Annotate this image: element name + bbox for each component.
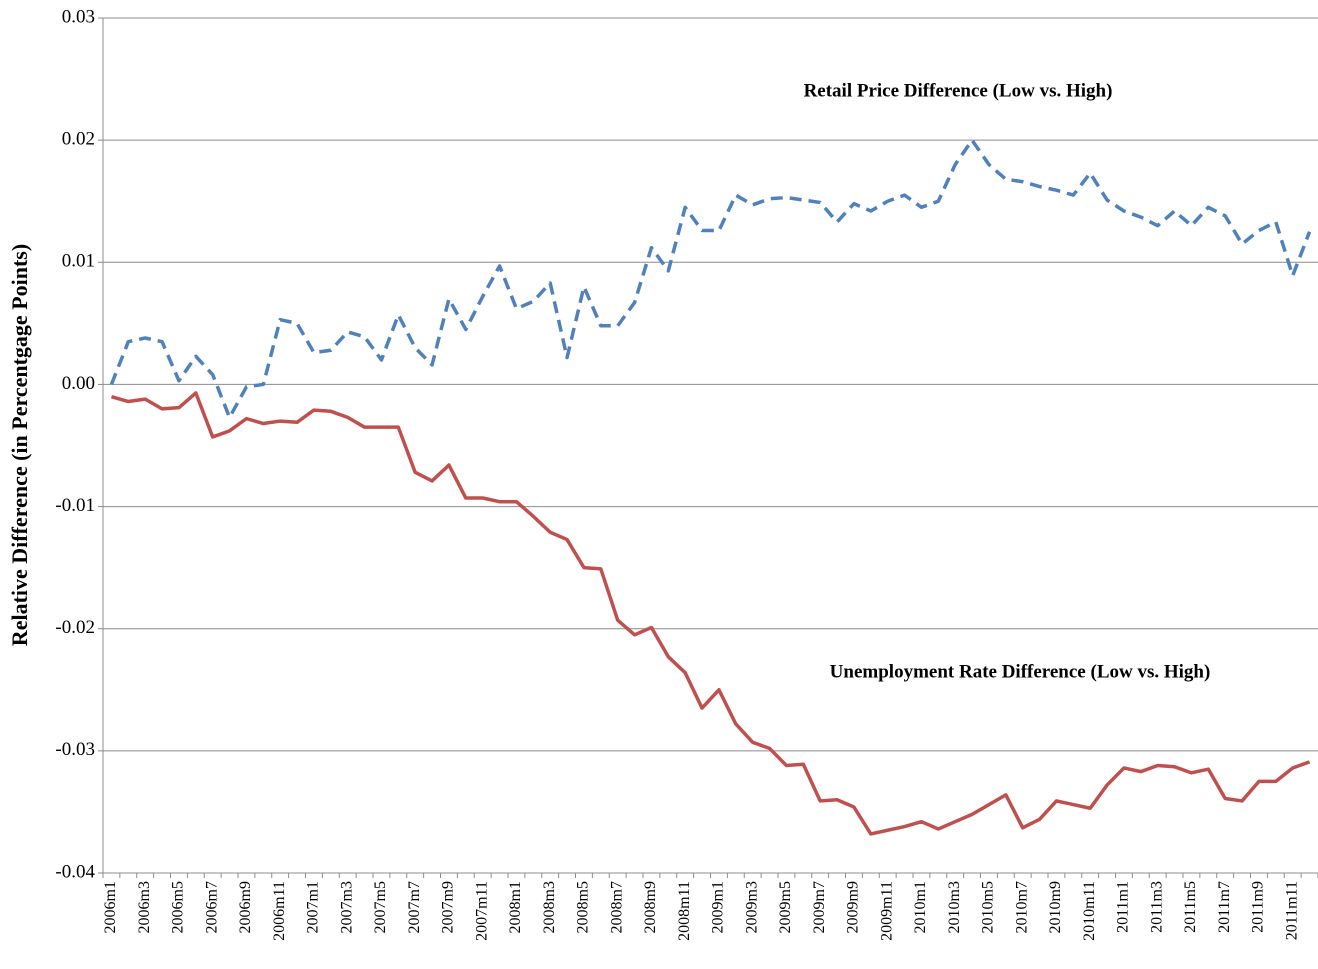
y-tick-label: -0.02 — [55, 617, 95, 638]
y-axis-label: Relative Difference (in Percentgage Poin… — [7, 244, 32, 646]
x-tick-label: 2009m1 — [710, 881, 727, 933]
x-tick-label: 2006m3 — [136, 881, 153, 933]
x-tick-label: 2009m7 — [811, 881, 828, 933]
x-tick-label: 2010m1 — [912, 881, 929, 933]
x-tick-label: 2008m9 — [642, 881, 659, 933]
y-tick-label: -0.03 — [55, 739, 95, 760]
series-line — [109, 138, 1312, 420]
x-tick-label: 2011m9 — [1250, 881, 1267, 933]
y-tick-label: 0.03 — [62, 6, 95, 27]
x-tick-label: 2006m11 — [271, 881, 288, 941]
x-tick-label: 2010m11 — [1081, 881, 1098, 941]
x-tick-label: 2009m9 — [845, 881, 862, 933]
x-tick-label: 2010m5 — [980, 881, 997, 933]
x-tick-label: 2006m1 — [102, 881, 119, 933]
x-tick-label: 2007m9 — [440, 881, 457, 933]
x-tick-label: 2007m5 — [372, 881, 389, 933]
x-tick-label: 2007m7 — [406, 881, 423, 933]
x-tick-label: 2007m11 — [473, 881, 490, 941]
y-tick-label: 0.00 — [62, 373, 95, 394]
x-tick-label: 2008m11 — [676, 881, 693, 941]
x-tick-label: 2010m7 — [1013, 881, 1030, 933]
series-label: Unemployment Rate Difference (Low vs. Hi… — [830, 661, 1211, 682]
x-tick-label: 2008m7 — [608, 881, 625, 933]
y-tick-label: -0.04 — [55, 861, 95, 882]
x-tick-label: 2008m1 — [507, 881, 524, 933]
series-line — [110, 391, 1311, 836]
x-tick-label: 2011m1 — [1115, 881, 1132, 933]
x-tick-label: 2009m11 — [878, 881, 895, 941]
x-tick-label: 2008m3 — [541, 881, 558, 933]
x-tick-label: 2006m7 — [203, 881, 220, 933]
y-tick-label: 0.01 — [62, 251, 95, 272]
x-tick-label: 2010m3 — [946, 881, 963, 933]
x-tick-label: 2006m5 — [170, 881, 187, 933]
y-tick-label: 0.02 — [62, 129, 95, 150]
x-tick-label: 2009m3 — [743, 881, 760, 933]
x-tick-label: 2010m9 — [1047, 881, 1064, 933]
x-tick-label: 2009m5 — [777, 881, 794, 933]
x-tick-label: 2008m5 — [575, 881, 592, 933]
x-tick-label: 2011m7 — [1216, 881, 1233, 933]
x-tick-label: 2006m9 — [237, 881, 254, 933]
y-tick-label: -0.01 — [55, 495, 95, 516]
x-tick-label: 2007m1 — [305, 881, 322, 933]
series-label: Retail Price Difference (Low vs. High) — [804, 80, 1113, 101]
x-tick-label: 2011m3 — [1148, 881, 1165, 933]
x-tick-label: 2011m11 — [1283, 881, 1300, 940]
x-tick-label: 2007m3 — [338, 881, 355, 933]
x-tick-label: 2011m5 — [1182, 881, 1199, 933]
